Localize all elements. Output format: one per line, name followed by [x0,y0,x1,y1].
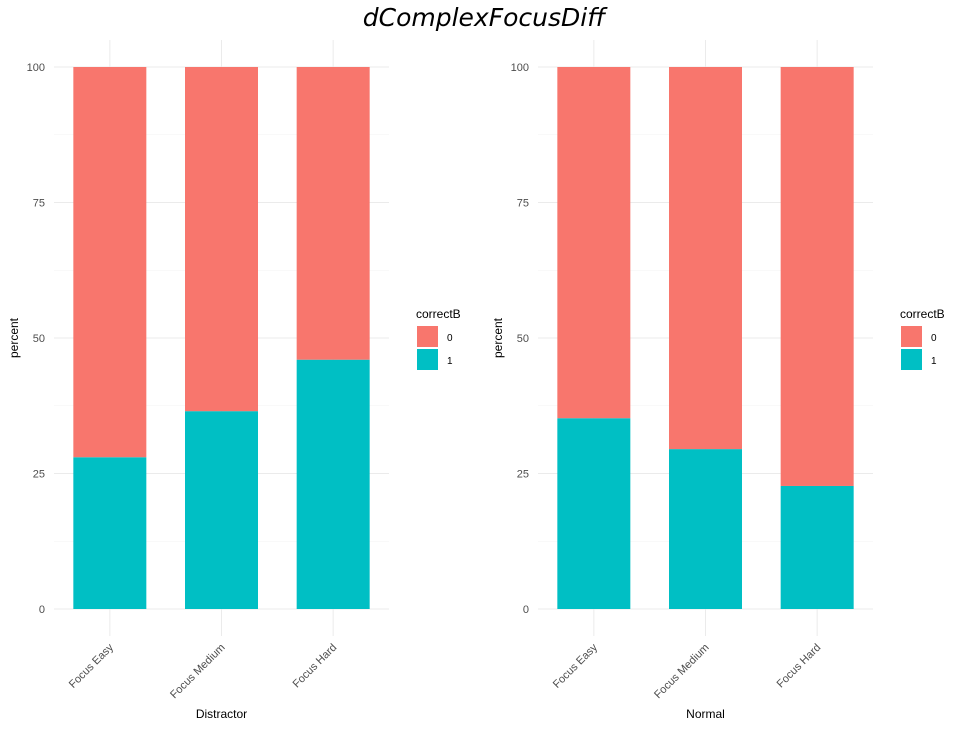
bar-focus-hard-correct-0 [296,67,370,360]
chart-title: dComplexFocusDiff [363,3,608,32]
bars [73,67,370,609]
legend-label-1: 1 [447,356,453,367]
legend: correctB 0 1 [416,307,461,370]
bar-focus-hard-correct-0 [780,67,854,486]
legend: correctB 0 1 [900,307,945,370]
bar-focus-medium-correct-1 [669,449,742,609]
y-tick-label: 25 [517,469,529,481]
y-tick-label: 0 [39,604,45,616]
y-axis: 0 25 50 75 100 [511,62,529,616]
legend-swatch-1 [901,349,922,370]
x-tick-label: Focus Hard [291,642,340,691]
y-tick-label: 100 [511,62,529,74]
x-axis-title: Distractor [196,707,247,721]
x-axis: Focus Easy Focus Medium Focus Hard [551,641,823,701]
y-tick-label: 50 [33,333,45,345]
y-tick-label: 75 [517,198,529,210]
legend-title: correctB [900,307,945,321]
bar-focus-easy-correct-1 [73,457,147,609]
y-tick-label: 0 [523,604,529,616]
legend-title: correctB [416,307,461,321]
y-axis: 0 25 50 75 100 [27,62,45,616]
legend-label-0: 0 [931,333,937,344]
bar-focus-medium-correct-0 [185,67,258,412]
x-tick-label: Focus Easy [551,641,600,690]
bar-focus-hard-correct-1 [780,485,854,609]
y-tick-label: 75 [33,198,45,210]
x-tick-label: Focus Medium [168,642,227,701]
bar-focus-medium-correct-1 [185,411,258,609]
bar-focus-medium-correct-0 [669,67,742,450]
y-tick-label: 25 [33,469,45,481]
bar-focus-easy-correct-1 [557,418,631,609]
chart-panel-1: 0 25 50 75 100 Focus Easy Focus Medium Focus Ha… [7,40,461,721]
bar-focus-easy-correct-0 [557,67,631,419]
legend-swatch-1 [417,349,438,370]
x-tick-label: Focus Easy [67,641,116,690]
x-tick-label: Focus Hard [775,642,824,691]
chart-panel-2: 0 25 50 75 100 Focus Easy Focus Medium Focus Ha… [491,40,945,721]
x-axis: Focus Easy Focus Medium Focus Hard [67,641,339,701]
bar-focus-easy-correct-0 [73,67,147,458]
legend-label-0: 0 [447,333,453,344]
y-axis-title: percent [7,317,21,358]
legend-swatch-0 [901,326,922,347]
x-axis-title: Normal [686,707,725,721]
legend-label-1: 1 [931,356,937,367]
x-tick-label: Focus Medium [652,642,711,701]
bar-focus-hard-correct-1 [296,359,370,609]
y-axis-title: percent [491,317,505,358]
legend-swatch-0 [417,326,438,347]
y-tick-label: 50 [517,333,529,345]
bars [557,67,854,609]
y-tick-label: 100 [27,62,45,74]
